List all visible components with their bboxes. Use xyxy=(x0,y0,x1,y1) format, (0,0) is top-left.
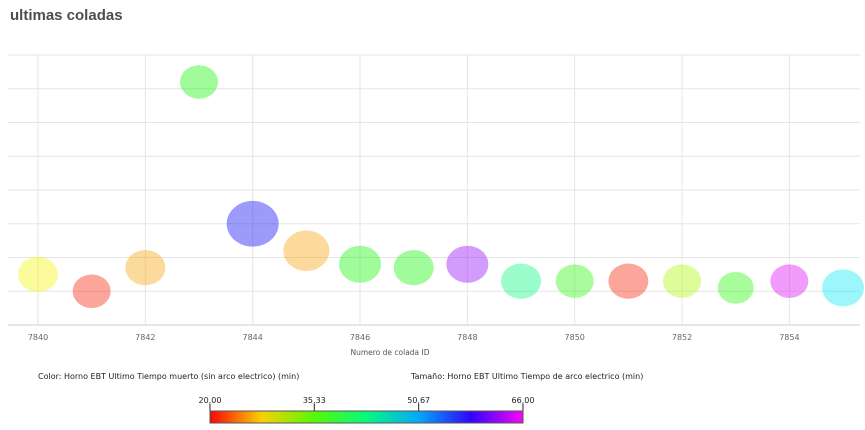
data-point[interactable] xyxy=(18,256,58,292)
data-point[interactable] xyxy=(226,200,279,247)
data-point[interactable] xyxy=(822,269,865,307)
x-tick-label: 7842 xyxy=(135,333,155,342)
x-tick-label: 7846 xyxy=(350,333,370,342)
grid xyxy=(8,54,860,326)
data-point[interactable] xyxy=(72,274,111,308)
data-point[interactable] xyxy=(180,65,219,99)
x-tick-label: 7852 xyxy=(672,333,692,342)
x-axis-title: Numero de colada ID xyxy=(350,348,429,357)
x-tick-label: 7844 xyxy=(243,333,263,342)
data-point[interactable] xyxy=(555,264,594,298)
size-legend-label: Tamaño: Horno EBT Ultimo Tiempo de arco … xyxy=(410,372,643,381)
color-scale-label: 35,33 xyxy=(303,396,326,405)
data-point[interactable] xyxy=(501,263,542,299)
data-point[interactable] xyxy=(393,250,434,286)
data-point[interactable] xyxy=(608,263,649,299)
data-point[interactable] xyxy=(125,250,166,286)
color-scale-border xyxy=(209,410,524,424)
data-point[interactable] xyxy=(446,245,489,283)
color-scale-label: 66,00 xyxy=(512,396,535,405)
data-point[interactable] xyxy=(663,264,702,298)
data-points xyxy=(18,65,865,308)
data-point[interactable] xyxy=(717,272,754,304)
data-point[interactable] xyxy=(283,230,330,271)
x-axis: 7840 7842 7844 7846 7848 7850 7852 7854 xyxy=(28,333,800,342)
x-tick-label: 7848 xyxy=(457,333,477,342)
data-point[interactable] xyxy=(770,264,809,298)
x-tick-label: 7850 xyxy=(565,333,585,342)
color-scale-bar xyxy=(210,411,523,423)
color-scale-label: 20,00 xyxy=(199,396,222,405)
color-scale-label: 50,67 xyxy=(407,396,430,405)
x-tick-label: 7854 xyxy=(779,333,799,342)
panel-title: ultimas coladas xyxy=(10,7,123,24)
color-legend-label: Color: Horno EBT Ultimo Tiempo muerto (s… xyxy=(38,372,299,381)
x-tick-label: 7840 xyxy=(28,333,48,342)
data-point[interactable] xyxy=(339,245,382,283)
color-scale: 20,00 35,33 50,67 66,00 xyxy=(199,396,535,424)
